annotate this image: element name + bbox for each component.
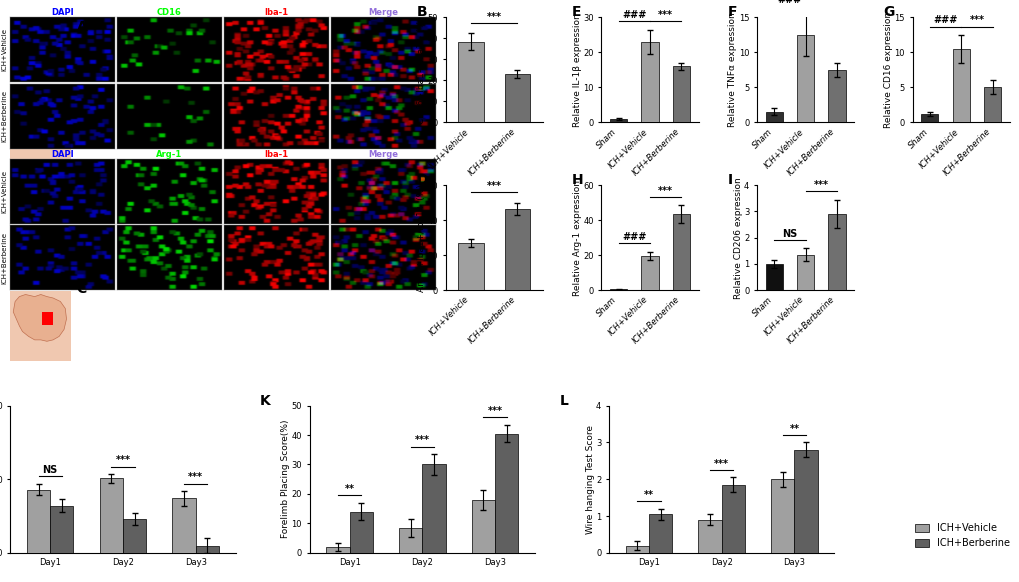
Text: ***: *** bbox=[115, 455, 130, 465]
Text: F: F bbox=[727, 5, 737, 19]
Text: NS: NS bbox=[43, 465, 58, 475]
Legend: ICH+Vehicle, ICH+Berberine: ICH+Vehicle, ICH+Berberine bbox=[914, 523, 1009, 548]
Bar bbox=[196, 545, 219, 582]
Text: I: I bbox=[727, 173, 732, 187]
Text: ***: *** bbox=[415, 435, 429, 445]
Text: ###: ### bbox=[622, 232, 646, 242]
Bar bbox=[765, 264, 782, 290]
Text: ***: *** bbox=[657, 186, 673, 196]
Text: ***: *** bbox=[487, 406, 502, 416]
Text: L: L bbox=[558, 394, 568, 408]
Bar bbox=[796, 255, 813, 290]
Bar bbox=[765, 112, 782, 122]
Title: DAPI: DAPI bbox=[51, 150, 73, 159]
Bar bbox=[648, 514, 672, 553]
Bar bbox=[42, 312, 53, 325]
Y-axis label: ICH+Berberine: ICH+Berberine bbox=[1, 90, 7, 142]
Y-axis label: Relative CD206 expression: Relative CD206 expression bbox=[733, 177, 742, 299]
Bar bbox=[794, 450, 817, 553]
Bar bbox=[326, 547, 350, 553]
Bar bbox=[625, 545, 648, 553]
Bar bbox=[42, 114, 53, 127]
Text: K: K bbox=[260, 394, 270, 408]
Bar bbox=[609, 289, 627, 290]
Y-axis label: Relative Arg-1 expression: Relative Arg-1 expression bbox=[572, 180, 581, 296]
Y-axis label: Relative TNFα expression: Relative TNFα expression bbox=[728, 12, 737, 127]
Bar bbox=[770, 479, 794, 553]
Bar bbox=[827, 214, 845, 290]
Bar bbox=[672, 66, 689, 122]
Text: D: D bbox=[416, 173, 428, 187]
Bar bbox=[100, 478, 123, 582]
Bar bbox=[952, 49, 969, 122]
Text: **: ** bbox=[789, 424, 799, 434]
Bar bbox=[641, 42, 658, 122]
Bar bbox=[472, 500, 494, 553]
Bar bbox=[458, 243, 483, 290]
Y-axis label: Relative CD16 expression: Relative CD16 expression bbox=[883, 12, 892, 128]
Text: A: A bbox=[76, 20, 88, 34]
Title: Merge: Merge bbox=[368, 150, 398, 159]
Bar bbox=[796, 35, 813, 122]
Text: ***: *** bbox=[713, 459, 729, 469]
Bar bbox=[26, 489, 50, 582]
Bar bbox=[641, 256, 658, 290]
Bar bbox=[398, 528, 422, 553]
Polygon shape bbox=[13, 294, 66, 341]
Text: H: H bbox=[572, 173, 583, 187]
Bar bbox=[983, 87, 1001, 122]
Text: **: ** bbox=[344, 484, 355, 494]
Bar bbox=[504, 209, 530, 290]
Bar bbox=[422, 464, 445, 553]
Bar bbox=[609, 119, 627, 122]
Polygon shape bbox=[13, 97, 66, 143]
Title: Iba-1: Iba-1 bbox=[264, 9, 288, 17]
Text: ###: ### bbox=[932, 16, 957, 26]
Y-axis label: CD16+Iba1+/Iba1+ (%): CD16+Iba1+/Iba1+ (%) bbox=[417, 16, 426, 124]
Y-axis label: Wire hanging Test Score: Wire hanging Test Score bbox=[585, 425, 594, 534]
Y-axis label: Arg-1+Iba1+/Iba1+ (%): Arg-1+Iba1+/Iba1+ (%) bbox=[417, 184, 426, 292]
Y-axis label: Forelimb Placing Score(%): Forelimb Placing Score(%) bbox=[280, 420, 289, 538]
Bar bbox=[494, 434, 518, 553]
Text: ***: *** bbox=[187, 472, 203, 482]
Text: ###: ### bbox=[776, 0, 801, 5]
Text: ***: *** bbox=[813, 180, 827, 190]
Title: DAPI: DAPI bbox=[51, 9, 73, 17]
Title: CD16: CD16 bbox=[157, 9, 181, 17]
Bar bbox=[920, 114, 937, 122]
Text: NS: NS bbox=[782, 229, 797, 239]
Bar bbox=[458, 41, 483, 122]
Bar bbox=[721, 485, 744, 553]
Title: Iba-1: Iba-1 bbox=[264, 150, 288, 159]
Title: Merge: Merge bbox=[368, 9, 398, 17]
Y-axis label: ICH+Berberine: ICH+Berberine bbox=[1, 232, 7, 283]
Text: ***: *** bbox=[486, 12, 501, 22]
Bar bbox=[50, 506, 73, 582]
Bar bbox=[350, 512, 373, 553]
Y-axis label: ICH+Vehicle: ICH+Vehicle bbox=[1, 170, 7, 213]
Bar bbox=[827, 70, 845, 122]
Bar bbox=[172, 498, 196, 582]
Text: G: G bbox=[882, 5, 894, 19]
Bar bbox=[672, 214, 689, 290]
Bar bbox=[123, 519, 146, 582]
Text: E: E bbox=[572, 5, 581, 19]
Text: ***: *** bbox=[813, 0, 827, 5]
Text: C: C bbox=[76, 282, 87, 296]
Y-axis label: Relative IL-1β expression: Relative IL-1β expression bbox=[572, 13, 581, 127]
Bar bbox=[698, 520, 721, 553]
Text: B: B bbox=[416, 5, 427, 19]
Y-axis label: ICH+Vehicle: ICH+Vehicle bbox=[1, 29, 7, 72]
Bar bbox=[504, 74, 530, 122]
Text: ***: *** bbox=[486, 181, 501, 191]
Text: ###: ### bbox=[622, 10, 646, 20]
Text: **: ** bbox=[643, 490, 653, 500]
Text: ***: *** bbox=[968, 16, 983, 26]
Title: Arg-1: Arg-1 bbox=[156, 150, 182, 159]
Text: ***: *** bbox=[657, 10, 673, 20]
